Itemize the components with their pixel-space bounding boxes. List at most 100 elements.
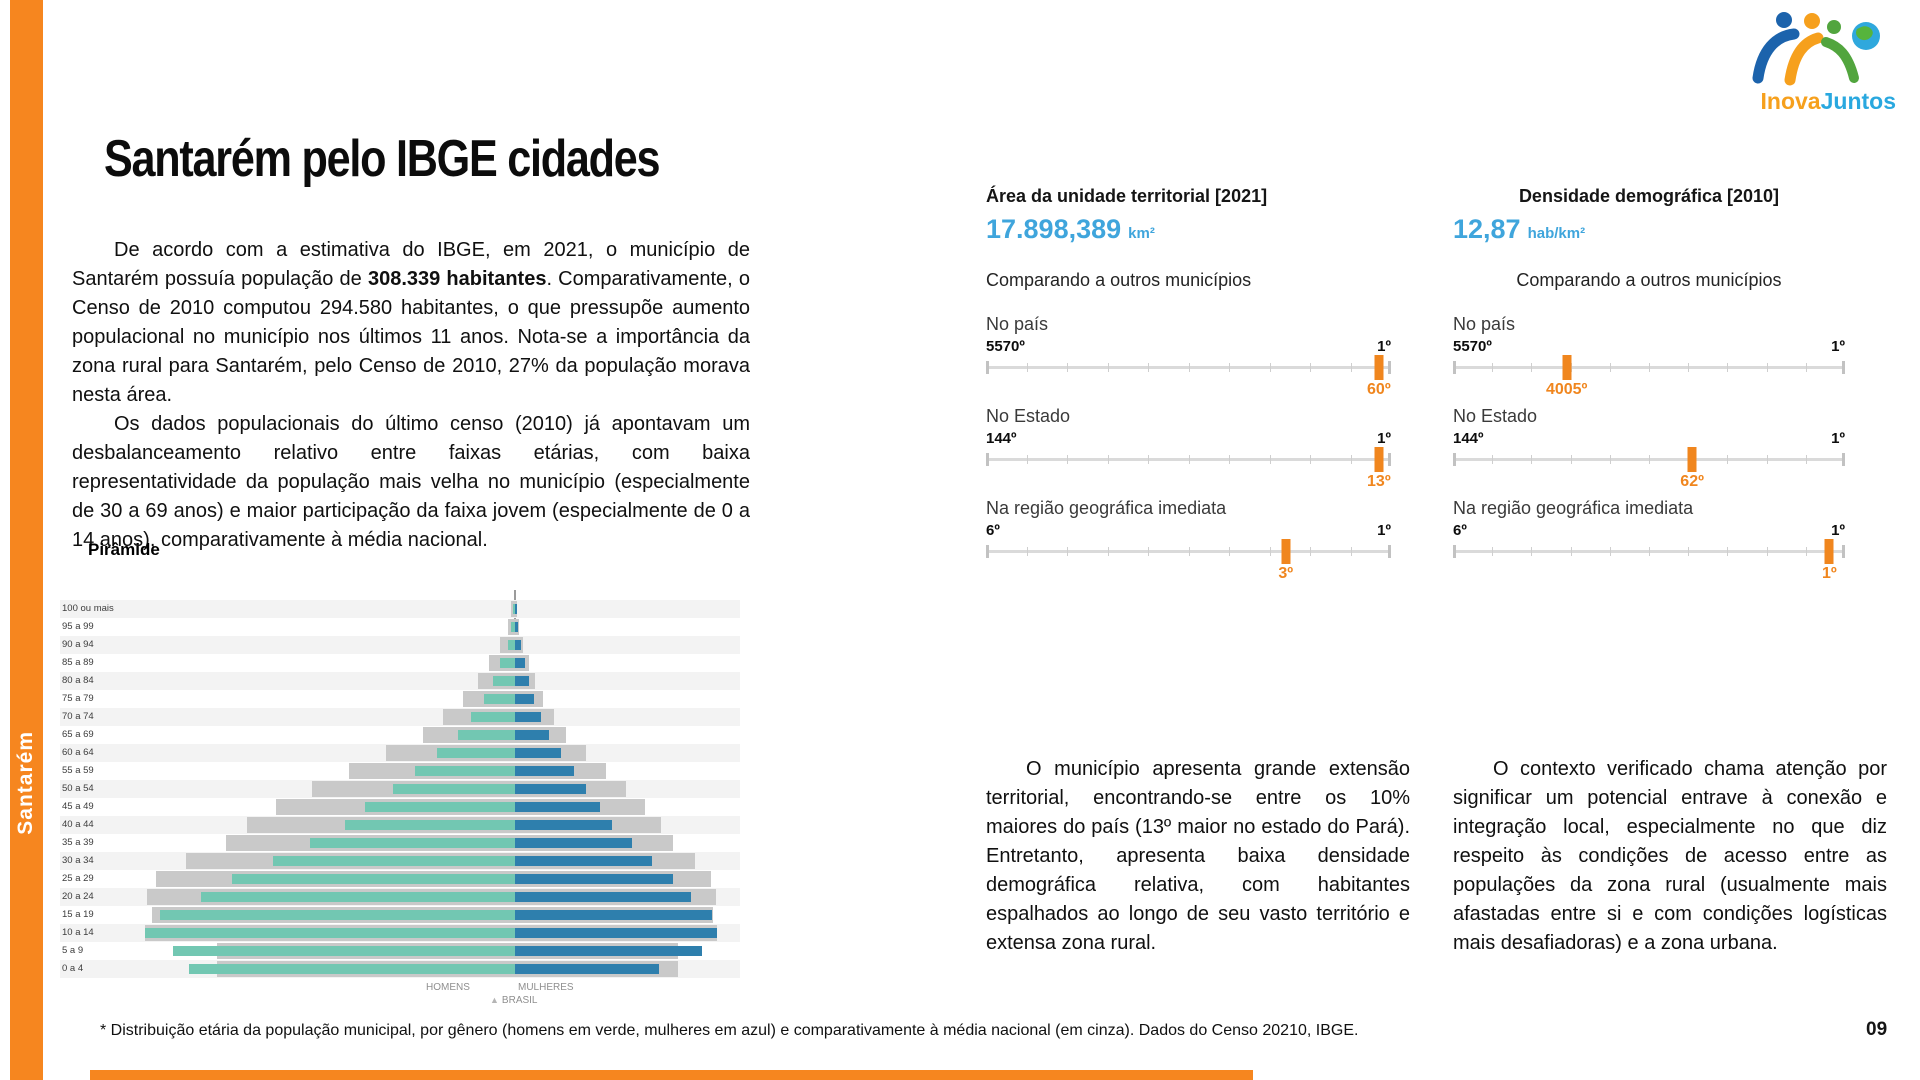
bar-mulheres (515, 910, 712, 920)
rank-label: No Estado (986, 406, 1071, 426)
rank-label: No país (986, 314, 1049, 334)
pyramid-right-half (515, 780, 717, 798)
pyramid-left-half (145, 852, 515, 870)
bar-mulheres (515, 604, 518, 614)
panel-title: Área da unidade territorial [2021] (986, 186, 1268, 206)
pyramid-right-half (515, 672, 717, 690)
bar-mulheres (515, 820, 612, 830)
pyramid-right-half (515, 690, 717, 708)
track-tick (1805, 455, 1807, 464)
rank-label: Na região geográfica imediata (1453, 498, 1694, 518)
rank-marker (1687, 447, 1697, 472)
age-label: 10 a 14 (62, 927, 94, 938)
rank-from: 6º (1453, 522, 1467, 539)
track-tick (1727, 455, 1729, 464)
age-label: 100 ou mais (62, 603, 114, 614)
track-tick (1067, 363, 1068, 372)
rank-track: 4005º (1453, 355, 1845, 398)
pyramid-right-half (515, 744, 717, 762)
bar-mulheres (515, 892, 691, 902)
rank-value: 13º (1367, 473, 1391, 490)
panel-value-row: 17.898,389 km² (986, 214, 1391, 245)
bar-homens (145, 928, 515, 938)
rank-row: No Estado 144º 1º 62º (1453, 406, 1845, 498)
bar-mulheres (515, 946, 702, 956)
pyramid-row: 100 ou mais (60, 600, 740, 618)
pyramid-right-half (515, 600, 717, 618)
track-tick (1649, 455, 1650, 464)
bar-homens (507, 640, 515, 650)
pyramid-right-half (515, 708, 717, 726)
pyramid-right-half (515, 816, 717, 834)
pyramid-left-half (145, 762, 515, 780)
age-label: 0 a 4 (62, 963, 84, 974)
track-endcap-left (1453, 453, 1456, 466)
rank-marker (1281, 539, 1291, 564)
legend-brasil: ▲ BRASIL (490, 995, 538, 1006)
rank-from: 5570º (1453, 338, 1492, 355)
track-endcap-right (1842, 361, 1845, 374)
panel-unit: km² (1128, 225, 1155, 242)
track-tick (1188, 547, 1190, 556)
track-endcap-left (1453, 545, 1456, 558)
pyramid-right-half (515, 618, 717, 636)
pyramid-row: 80 a 84 (60, 672, 740, 690)
rank-row: No país 5570º 1º 60º (986, 314, 1391, 406)
rank-marker (1374, 355, 1384, 380)
pyramid-right-half (515, 798, 717, 816)
pyramid-row: 60 a 64 (60, 744, 740, 762)
track-tick (1609, 363, 1611, 372)
age-label: 60 a 64 (62, 747, 94, 758)
bar-homens (457, 730, 515, 740)
age-label: 65 a 69 (62, 729, 94, 740)
bar-mulheres (515, 730, 550, 740)
bar-mulheres (515, 658, 526, 668)
bar-homens (172, 946, 515, 956)
track-endcap-right (1388, 453, 1391, 466)
pyramid-left-half (145, 744, 515, 762)
inovajuntos-logo: InovaJuntos (1728, 6, 1898, 118)
intro-paragraph-2: Os dados populacionais do último censo (… (72, 413, 750, 551)
pyramid-row: 45 a 49 (60, 798, 740, 816)
pyramid-row: 0 a 4 (60, 960, 740, 978)
track-endcap-left (986, 453, 989, 466)
age-label: 85 a 89 (62, 657, 94, 668)
svg-text:InovaJuntos: InovaJuntos (1761, 88, 1896, 114)
rank-endpoints: 5570º 1º (986, 335, 1391, 359)
bar-mulheres (515, 622, 519, 632)
rank-endpoints: 144º 1º (1453, 427, 1845, 451)
logo-text-inova: Inova (1761, 88, 1821, 114)
pyramid-right-half (515, 726, 717, 744)
rank-marker (1562, 355, 1572, 380)
pyramid-left-half (145, 816, 515, 834)
rank-label: No Estado (1453, 406, 1538, 426)
pyramid-row: 35 a 39 (60, 834, 740, 852)
rank-endpoints: 5570º 1º (1453, 335, 1845, 359)
pyramid-left-half (145, 654, 515, 672)
pyramid-legend: HOMENS MULHERES ▲ BRASIL (60, 982, 740, 1012)
pyramid-left-half (145, 780, 515, 798)
bar-mulheres (515, 784, 586, 794)
bar-homens (483, 694, 515, 704)
rank-track: 3º (986, 539, 1391, 582)
age-label: 30 a 34 (62, 855, 94, 866)
age-label: 40 a 44 (62, 819, 94, 830)
rank-value: 1º (1821, 565, 1837, 582)
rank-from: 144º (1453, 430, 1484, 447)
track-tick (1067, 455, 1068, 464)
age-label: 90 a 94 (62, 639, 94, 650)
santarem-vertical-label: Santarém (14, 731, 37, 835)
bar-homens (231, 874, 515, 884)
track-tick (1269, 547, 1271, 556)
bar-homens (189, 964, 515, 974)
track-tick (1350, 455, 1352, 464)
pyramid-right-half (515, 852, 717, 870)
bar-homens (415, 766, 515, 776)
track-tick (1609, 547, 1611, 556)
age-label: 5 a 9 (62, 945, 84, 956)
age-label: 55 a 59 (62, 765, 94, 776)
rank-track: 60º (986, 355, 1391, 398)
rank-row: No país 5570º 1º 4005º (1453, 314, 1845, 406)
track-tick (1609, 455, 1611, 464)
pyramid-row: 85 a 89 (60, 654, 740, 672)
